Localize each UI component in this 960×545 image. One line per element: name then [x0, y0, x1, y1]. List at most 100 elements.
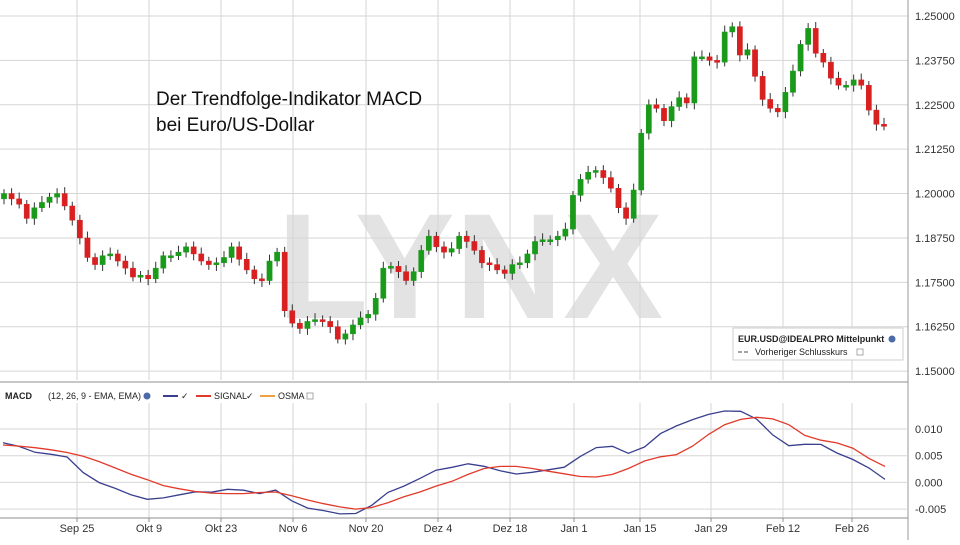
macd-tick-label: 0.005 [915, 451, 943, 463]
candle-body [92, 257, 98, 265]
candle-body [714, 60, 720, 63]
candle-body [539, 239, 546, 242]
globe-icon[interactable] [888, 335, 896, 343]
x-tick-label: Feb 12 [766, 523, 800, 535]
candle-body [342, 333, 349, 340]
candle-body [759, 76, 766, 100]
candle-body [615, 187, 622, 209]
candle-body [425, 235, 432, 251]
price-y-axis: 1.15000 1.16250 1.17500 1.18750 1.20000 1.212… [915, 11, 955, 378]
candle-body [395, 266, 402, 272]
candle-body [289, 310, 296, 324]
candle-body [77, 219, 83, 239]
candle-body [570, 195, 576, 230]
candle-body [835, 77, 842, 86]
price-tick-label: 1.25000 [915, 11, 955, 23]
candle-body [471, 241, 478, 251]
x-tick-label: Nov 6 [279, 523, 308, 535]
candle-body [858, 79, 865, 86]
candle-body [479, 250, 485, 264]
candle-body [16, 198, 23, 205]
candle-body [532, 241, 538, 255]
price-tick-label: 1.16250 [915, 322, 955, 334]
candle-body [592, 170, 599, 173]
candle-body [683, 97, 690, 104]
x-tick-label: Dez 18 [493, 523, 528, 535]
candle-body [357, 317, 364, 326]
candle-body [388, 266, 394, 269]
candle-body [61, 193, 68, 207]
candle-body [410, 271, 417, 281]
candle-body [881, 124, 887, 127]
candle-body [463, 235, 470, 242]
macd-header: MACD (12, 26, 9 - EMA, EMA) ✓ SIGNAL ✓ O… [0, 388, 320, 402]
x-tick-label: Feb 26 [835, 523, 869, 535]
macd-grid [0, 428, 908, 510]
candle-body [145, 274, 151, 280]
candle-body [456, 235, 463, 249]
osma-label: OSMA [278, 391, 305, 401]
check-icon[interactable]: ✓ [181, 391, 189, 401]
candle-body [281, 251, 288, 311]
annotation-line-2: bei Euro/US-Dollar [156, 115, 315, 136]
check-icon[interactable]: ✓ [246, 391, 254, 401]
macd-y-axis: -0.005 0.000 0.005 0.010 [915, 424, 946, 516]
candle-body [365, 314, 371, 319]
candle-body [304, 321, 311, 329]
candle-body [729, 26, 736, 33]
candle-body [577, 179, 584, 196]
candle-body [175, 251, 182, 256]
candle-body [190, 246, 197, 255]
macd-header-bg [0, 388, 320, 402]
price-tick-label: 1.17500 [915, 277, 955, 289]
checkbox-icon[interactable] [856, 348, 864, 356]
macd-tick-label: 0.010 [915, 424, 943, 436]
x-tick-label: Jan 1 [561, 523, 588, 535]
x-tick-label: Jan 15 [623, 523, 656, 535]
x-axis: Sep 25 Okt 9 Okt 23 Nov 6 Nov 20 Dez 4 Dez 18 J… [60, 518, 869, 535]
candle-body [228, 246, 235, 258]
candle-body [547, 239, 554, 242]
price-legend: EUR.USD@IDEALPRO Mittelpunkt Vorheriger … [732, 327, 904, 361]
candle-body [221, 257, 227, 264]
candle-body [812, 28, 819, 54]
candle-body [600, 170, 607, 178]
price-tick-label: 1.18750 [915, 233, 955, 245]
candle-body [441, 246, 447, 253]
candle-body [84, 237, 91, 258]
candle-body [494, 264, 500, 271]
checkbox-icon[interactable] [306, 392, 314, 400]
candle-body [122, 260, 129, 269]
candle-body [236, 246, 243, 260]
candle-body [107, 253, 114, 257]
candle-body [797, 44, 804, 72]
candle-body [334, 326, 341, 340]
macd-tick-label: 0.000 [915, 477, 943, 489]
globe-icon[interactable] [143, 392, 151, 400]
candle-body [668, 106, 675, 121]
candle-body [266, 260, 273, 281]
candle-body [46, 196, 53, 203]
candle-body [312, 319, 318, 322]
x-tick-label: Jan 29 [694, 523, 727, 535]
candle-body [782, 92, 789, 113]
candle-body [608, 177, 614, 189]
candle-body [8, 193, 15, 200]
price-tick-label: 1.22500 [915, 100, 955, 112]
candle-body [205, 260, 212, 265]
candle-body [448, 248, 455, 253]
candle-body [562, 228, 569, 237]
candle-body [297, 322, 303, 329]
candle-body [501, 269, 508, 274]
candle-body [319, 319, 326, 322]
candle-body [251, 269, 258, 280]
candle-body [213, 262, 220, 266]
price-tick-label: 1.23750 [915, 55, 955, 67]
candle-body [198, 253, 205, 262]
x-tick-label: Dez 4 [424, 523, 453, 535]
candle-body [160, 255, 167, 269]
signal-line [2, 416, 886, 510]
candle-body [54, 193, 60, 198]
